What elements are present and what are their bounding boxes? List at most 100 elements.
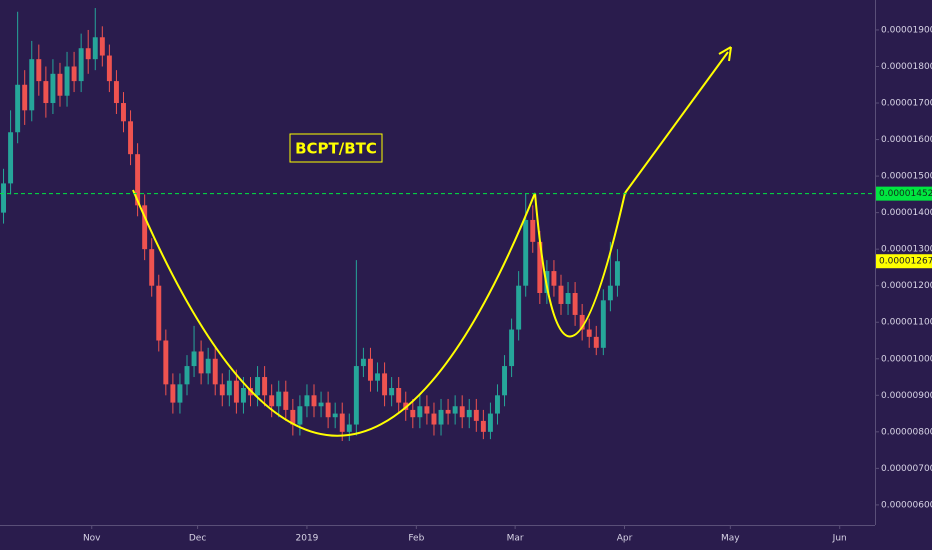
x-tick-label: Mar xyxy=(507,534,524,544)
candle-body xyxy=(579,314,585,330)
candle-body xyxy=(205,358,211,374)
candle-body xyxy=(360,358,366,367)
title-frame xyxy=(289,133,383,163)
candle-body xyxy=(184,366,190,385)
y-tick-label: 0.00001600 xyxy=(881,135,932,145)
candle-body xyxy=(135,154,141,206)
x-tick-label: Jun xyxy=(832,534,847,544)
candle-body xyxy=(163,340,169,385)
candle-body xyxy=(353,366,359,425)
candle-body xyxy=(530,219,536,242)
last-price-label: 0.00001267 xyxy=(879,257,932,267)
candle-body xyxy=(8,132,14,184)
candle-body xyxy=(339,413,345,432)
candle-body xyxy=(191,351,197,367)
y-tick-label: 0.00000700 xyxy=(881,464,932,474)
candle-body xyxy=(523,219,529,286)
candle-body xyxy=(607,285,613,301)
candle-body xyxy=(57,73,63,96)
candle-body xyxy=(212,358,218,385)
candle-body xyxy=(269,395,275,407)
last-price-box xyxy=(876,254,932,269)
y-tick-label: 0.00000800 xyxy=(881,427,932,437)
candle-body xyxy=(325,402,331,418)
candle-body xyxy=(382,373,388,396)
candle-body xyxy=(452,406,458,414)
candle-body xyxy=(128,121,134,155)
y-tick-label: 0.00001800 xyxy=(881,62,932,72)
y-tick-label: 0.00001200 xyxy=(881,281,932,291)
y-tick-label: 0.00001400 xyxy=(881,208,932,218)
candle-body xyxy=(318,402,324,407)
candle-body xyxy=(537,241,543,294)
candle-body xyxy=(367,358,373,381)
candle-body xyxy=(43,81,49,104)
candle-body xyxy=(99,37,105,56)
candle-body xyxy=(424,406,430,414)
x-tick-label: May xyxy=(721,534,740,544)
candle-body xyxy=(375,373,380,381)
candle-body xyxy=(233,380,239,403)
candle-body xyxy=(346,424,352,432)
x-tick-label: Feb xyxy=(408,534,424,544)
y-tick-label: 0.00000600 xyxy=(881,500,932,510)
candle-body xyxy=(431,413,437,425)
candle-body xyxy=(85,48,91,60)
candle-body xyxy=(121,103,126,122)
candle-body xyxy=(142,205,148,250)
candle-body xyxy=(22,84,28,111)
candle-body xyxy=(29,59,35,111)
candle-body xyxy=(572,293,578,315)
candle-body xyxy=(614,261,620,286)
candle-body xyxy=(262,377,268,396)
chart-title: BCPT/BTC xyxy=(295,140,377,158)
candle-body xyxy=(445,409,451,414)
y-tick-label: 0.00001700 xyxy=(881,99,932,109)
candles xyxy=(1,8,620,441)
candle-body xyxy=(170,384,176,403)
candle-body xyxy=(495,395,500,414)
candle-body xyxy=(64,66,70,96)
candle-body xyxy=(177,384,183,403)
level-price-label: 0.00001452 xyxy=(879,189,932,199)
candle-body xyxy=(473,409,479,421)
candle-body xyxy=(466,409,472,418)
candle-body xyxy=(565,293,571,304)
y-tick-label: 0.00000900 xyxy=(881,391,932,401)
candle-body xyxy=(290,409,296,425)
candle-body xyxy=(600,300,606,348)
candle-body xyxy=(226,380,232,396)
candle-body xyxy=(276,391,282,407)
candle-body xyxy=(586,329,592,337)
candle-body xyxy=(240,387,246,403)
candle-body xyxy=(156,285,162,341)
cup-curve xyxy=(132,189,536,437)
candle-body xyxy=(509,329,515,367)
candle-body xyxy=(36,59,42,82)
candle-body xyxy=(438,409,444,425)
candle-body xyxy=(219,384,225,396)
candle-body xyxy=(297,406,303,425)
candle-body xyxy=(106,55,112,82)
candle-body xyxy=(417,406,423,418)
y-tick-label: 0.00001100 xyxy=(881,318,932,328)
candle-body xyxy=(50,73,56,104)
candle-body xyxy=(283,391,289,410)
x-tick-label: Apr xyxy=(617,534,633,544)
candle-body xyxy=(593,336,599,348)
candle-body xyxy=(311,395,317,407)
candle-body xyxy=(15,84,21,133)
candle-body xyxy=(389,387,395,396)
candle-body xyxy=(1,183,6,213)
candle-body xyxy=(459,406,465,418)
candle-body xyxy=(304,395,310,407)
candle-body xyxy=(502,366,508,396)
candle-body xyxy=(113,81,119,104)
y-tick-label: 0.00001900 xyxy=(881,25,932,35)
title-box: BCPT/BTC xyxy=(289,133,383,163)
y-tick-label: 0.00001500 xyxy=(881,172,932,182)
candle-body xyxy=(480,420,486,432)
